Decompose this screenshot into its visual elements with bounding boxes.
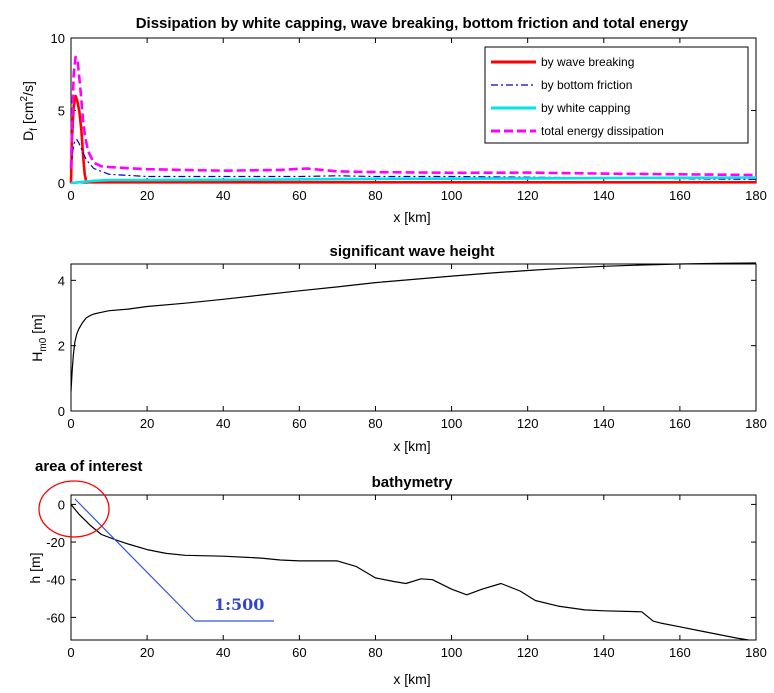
dissipation-panel: Dissipation by white capping, wave break… xyxy=(19,15,767,225)
legend-label-wave-breaking: by wave breaking xyxy=(541,55,634,69)
wave-height-x-tick-label: 180 xyxy=(745,416,767,431)
wave-height-y-axis-label: Hm0 [m] xyxy=(29,314,49,361)
dissipation-x-tick-label: 80 xyxy=(368,188,382,203)
bathymetry-x-tick-label: 100 xyxy=(441,645,463,660)
dissipation-x-tick-label: 180 xyxy=(745,188,767,203)
wave-height-x-tick-label: 80 xyxy=(368,416,382,431)
bathymetry-x-axis-label: x [km] xyxy=(393,671,430,687)
bathymetry-x-tick-label: 180 xyxy=(745,645,767,660)
dissipation-x-axis-label: x [km] xyxy=(393,209,430,225)
dissipation-x-tick-label: 100 xyxy=(441,188,463,203)
dissipation-series-line-3 xyxy=(69,55,757,177)
dissipation-x-tick-label: 20 xyxy=(140,188,154,203)
dissipation-x-tick-label: 60 xyxy=(292,188,306,203)
wave-height-x-tick-label: 100 xyxy=(441,416,463,431)
wave-height-x-tick-label: 120 xyxy=(517,416,539,431)
bathymetry-x-tick-label: 120 xyxy=(517,645,539,660)
wave-height-title: significant wave height xyxy=(329,243,494,260)
bathymetry-y-tick-label: -20 xyxy=(46,535,65,550)
dissipation-x-tick-label: 40 xyxy=(216,188,230,203)
wave-height-panel: significant wave height 0 20 40 60 80 100 120 1… xyxy=(29,243,767,454)
legend-label-bottom-friction: by bottom friction xyxy=(541,78,632,92)
bathymetry-x-tick-label: 20 xyxy=(140,645,154,660)
bathymetry-x-tick-label: 140 xyxy=(593,645,615,660)
wave-height-y-tick-label: 2 xyxy=(58,339,65,354)
bathymetry-x-tick-label: 40 xyxy=(216,645,230,660)
dissipation-y-axis-label: Df [cm2/s] xyxy=(19,81,40,141)
dissipation-x-tick-label: 0 xyxy=(67,188,74,203)
wave-height-y-tick-label: 4 xyxy=(58,273,65,288)
legend-label-total: total energy dissipation xyxy=(541,124,664,138)
wave-height-x-axis-label: x [km] xyxy=(393,438,430,454)
wave-height-x-tick-label: 140 xyxy=(593,416,615,431)
bathymetry-y-tick-label: 0 xyxy=(58,497,65,512)
dissipation-x-tick-label: 120 xyxy=(517,188,539,203)
wave-height-x-tick-label: 40 xyxy=(216,416,230,431)
slope-ratio-label: 1:500 xyxy=(214,595,264,614)
area-of-interest-label: area of interest xyxy=(35,458,143,475)
bathymetry-x-tick-label: 60 xyxy=(292,645,306,660)
legend-label-white-capping: by white capping xyxy=(541,101,630,115)
dissipation-y-tick-label: 0 xyxy=(58,176,65,191)
wave-height-series-line-0 xyxy=(70,262,757,392)
bathymetry-y-axis-label: h [m] xyxy=(27,552,43,583)
bathymetry-panel: bathymetry area of interest 0 20 40 60 80 100… xyxy=(27,458,767,687)
wave-height-x-tick-label: 60 xyxy=(292,416,306,431)
dissipation-x-tick-label: 140 xyxy=(593,188,615,203)
dissipation-x-tick-label: 160 xyxy=(669,188,691,203)
wave-height-y-tick-label: 0 xyxy=(58,404,65,419)
wave-height-x-tick-label: 160 xyxy=(669,416,691,431)
bathymetry-x-tick-label: 0 xyxy=(67,645,74,660)
bathymetry-y-tick-label: -40 xyxy=(46,573,65,588)
dissipation-title: Dissipation by white capping, wave break… xyxy=(136,15,689,32)
bathymetry-x-tick-label: 160 xyxy=(669,645,691,660)
dissipation-series-line-2 xyxy=(70,176,757,185)
slope-line xyxy=(74,498,196,622)
bathymetry-title: bathymetry xyxy=(372,474,454,491)
dissipation-legend: by wave breaking by bottom friction by w… xyxy=(484,46,749,144)
dissipation-y-tick-label: 10 xyxy=(51,31,65,46)
wave-height-plot-area xyxy=(70,263,757,412)
bathymetry-y-tick-label: -60 xyxy=(46,610,65,625)
wave-height-x-tick-label: 0 xyxy=(67,416,74,431)
dissipation-y-tick-label: 5 xyxy=(58,104,65,119)
area-of-interest-circle xyxy=(38,480,110,538)
bathymetry-series-line-0 xyxy=(70,504,749,641)
wave-height-x-tick-label: 20 xyxy=(140,416,154,431)
bathymetry-x-tick-label: 80 xyxy=(368,645,382,660)
bathymetry-plot-area xyxy=(70,494,757,641)
